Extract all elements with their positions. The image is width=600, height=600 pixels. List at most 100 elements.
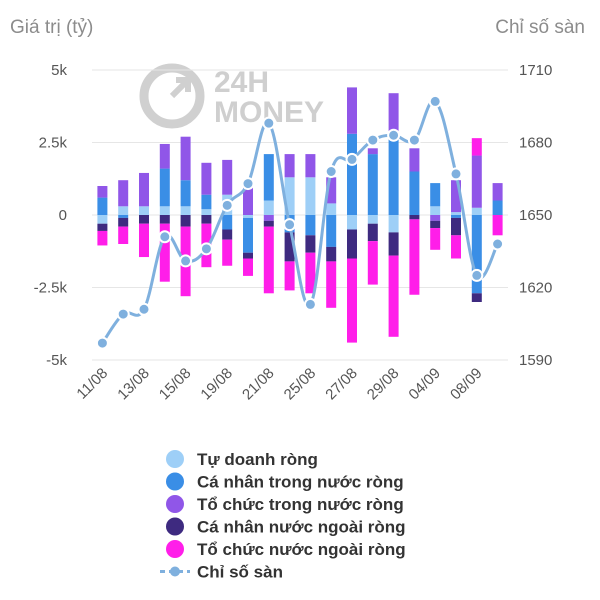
bar-segment [118, 217, 129, 227]
bar-segment [451, 215, 461, 218]
bar-segment [118, 215, 129, 218]
bar-segment [118, 226, 129, 244]
x-tick-label: 08/09 [447, 365, 486, 404]
bar-segment [159, 215, 170, 224]
bar-segment [305, 235, 316, 253]
left-tick-label: -5k [46, 352, 67, 369]
bar-segment [409, 171, 420, 215]
legend-swatch [166, 540, 184, 558]
right-tick-label: 1590 [519, 352, 552, 369]
bar-segment [263, 200, 274, 215]
bar-segment [222, 239, 233, 266]
legend-label: Cá nhân nước ngoài ròng [197, 518, 406, 537]
bar-segment [97, 186, 108, 198]
bar-segment [326, 261, 337, 308]
bar-segment [471, 207, 482, 215]
index-point [137, 302, 151, 316]
x-tick-label: 25/08 [281, 365, 320, 404]
legend-line-point [170, 566, 180, 577]
bar-segment [326, 215, 337, 247]
bar-segment [159, 143, 170, 169]
bar-segment [347, 229, 357, 259]
bar-segment [451, 235, 461, 259]
bar-segment [471, 155, 482, 208]
bar-segment [159, 223, 170, 282]
legend-swatch [166, 517, 184, 536]
bar-segment [388, 232, 399, 256]
x-tick-label: 15/08 [156, 365, 195, 404]
bar-segment [284, 261, 295, 291]
bar-segment [326, 246, 337, 262]
left-tick-label: 5k [51, 62, 67, 79]
index-point [95, 336, 109, 350]
bar-segment [409, 219, 420, 295]
bar-segment [367, 241, 378, 285]
index-point [387, 128, 401, 142]
bar-segment [388, 215, 399, 233]
bar-segment [159, 168, 170, 207]
bar-segment [263, 220, 274, 227]
legend-swatch [166, 450, 184, 468]
index-point [179, 254, 193, 268]
bar-segment [263, 215, 274, 221]
bar-segment [492, 183, 503, 201]
bar-segment [388, 130, 399, 215]
bar-segment [97, 197, 108, 215]
right-tick-label: 1620 [519, 280, 552, 297]
bar-segment [347, 215, 357, 230]
right-tick-label: 1710 [519, 62, 552, 79]
bar-segment [263, 226, 274, 294]
bar-segment [471, 293, 482, 302]
left-tick-label: 2.5k [39, 135, 68, 152]
bar-segment [201, 162, 212, 195]
bar-segment [367, 148, 378, 155]
index-point [241, 177, 255, 191]
bar-segment [451, 212, 461, 215]
bar-segment [201, 215, 212, 224]
x-tick-label: 04/09 [405, 365, 444, 404]
left-axis-title: Giá trị (tỷ) [10, 17, 93, 38]
bar-segment [388, 93, 399, 131]
bar-segment [284, 154, 295, 178]
index-point [220, 198, 234, 212]
index-point [449, 167, 463, 181]
index-point [324, 165, 338, 178]
bar-segment [180, 136, 191, 181]
bar-segment [97, 230, 108, 246]
bar-segment [159, 206, 170, 215]
left-tick-label: 0 [59, 207, 67, 224]
left-tick-label: -2.5k [34, 280, 68, 297]
bar-segment [430, 206, 441, 215]
index-point [303, 297, 317, 311]
bar-segment [284, 232, 295, 262]
bar-segment [97, 223, 108, 231]
index-line-group [95, 94, 505, 350]
bar-segment [243, 187, 253, 215]
bar-segment [409, 215, 420, 220]
bar-segment [430, 220, 441, 229]
bar-segment [305, 154, 316, 178]
watermark-text-top: 24H [214, 66, 269, 99]
bar-segment [367, 223, 378, 242]
bar-segment [180, 206, 191, 215]
bar-segment [243, 258, 253, 276]
bar-segment [139, 223, 149, 258]
bar-segment [139, 172, 149, 207]
bar-segment [118, 180, 129, 207]
legend-label: Chỉ số sàn [197, 563, 283, 582]
index-point [283, 218, 297, 232]
bar-segment [180, 215, 191, 227]
x-tick-label: 19/08 [197, 365, 236, 404]
bar-segment [305, 252, 316, 294]
x-tick-label: 29/08 [364, 365, 403, 404]
index-point [491, 237, 505, 251]
index-point [407, 133, 421, 147]
legend-label: Tự doanh ròng [197, 450, 318, 469]
bar-segment [492, 215, 503, 236]
bar-segment [201, 209, 212, 215]
bar-segment [347, 87, 357, 134]
index-point [116, 307, 130, 321]
bar-segment [305, 215, 316, 236]
